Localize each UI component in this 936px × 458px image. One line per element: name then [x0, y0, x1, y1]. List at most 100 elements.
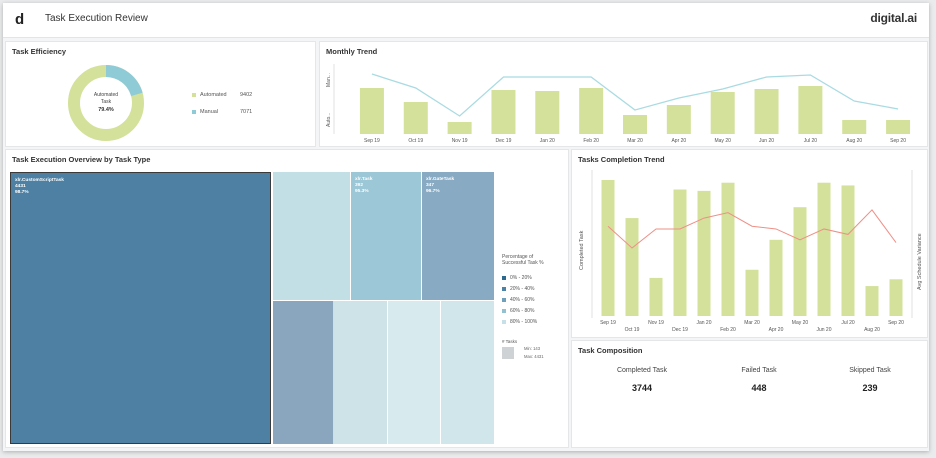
monthly-trend-title: Monthly Trend: [326, 47, 378, 56]
completion-trend-bar[interactable]: [841, 185, 855, 316]
completion-trend-bar[interactable]: [721, 182, 735, 316]
completion-trend-bar[interactable]: [889, 279, 903, 316]
monthly-trend-bar[interactable]: [447, 122, 472, 134]
legend-item-manual[interactable]: Manual 7071: [192, 109, 252, 115]
completion-trend-bar[interactable]: [649, 277, 663, 316]
legend-value-manual: 7071: [240, 109, 253, 115]
task-efficiency-donut[interactable]: Automated Task 79.4%: [61, 58, 151, 148]
monthly-trend-tick-label: Jul 20: [804, 138, 818, 144]
monthly-trend-tick-label: Sep 20: [890, 138, 906, 144]
completion-trend-tick-label: May 20: [792, 320, 809, 326]
completion-trend-bar[interactable]: [601, 180, 615, 316]
legend-swatch: [502, 297, 506, 302]
skipped-task-label: Skipped Task: [849, 367, 891, 374]
completion-trend-tick-label: Aug 20: [864, 327, 880, 333]
treemap-tile-light-e[interactable]: [441, 301, 494, 444]
treemap-legend-item[interactable]: 20% - 40%: [502, 283, 566, 294]
monthly-trend-bar[interactable]: [579, 88, 604, 134]
size-legend-min: Min: 143: [524, 346, 541, 351]
legend-swatch-manual: [192, 110, 196, 114]
treemap-tile-custom-script-label: xlr.CustomScriptTask 4431 98.7%: [15, 178, 64, 195]
treemap-tile-custom-script[interactable]: xlr.CustomScriptTask 4431 98.7%: [10, 172, 271, 444]
completion-trend-bar[interactable]: [745, 269, 759, 316]
completion-trend-bar[interactable]: [769, 239, 783, 316]
monthly-trend-tick-label: Apr 20: [671, 138, 686, 144]
completion-trend-bar[interactable]: [625, 218, 639, 316]
treemap-title: Task Execution Overview by Task Type: [12, 155, 151, 164]
treemap-size-legend-title: # Tasks: [502, 339, 518, 344]
task-efficiency-panel: Task Efficiency Automated Task 79.4% Aut…: [5, 41, 316, 147]
monthly-trend-bar[interactable]: [359, 88, 384, 134]
completion-trend-title: Tasks Completion Trend: [578, 155, 665, 164]
monthly-trend-panel: Monthly Trend Auto... Man... Sep 19 Oct 1…: [319, 41, 928, 147]
monthly-trend-tick-label: Oct 19: [408, 138, 423, 144]
monthly-trend-ylabel-bar: Auto...: [326, 113, 332, 127]
page-title: Task Execution Review: [45, 13, 148, 24]
composition-panel: Task Composition Completed Task 3744 Fai…: [571, 340, 928, 448]
completion-trend-tick-label: Jun 20: [816, 327, 831, 333]
legend-swatch: [502, 275, 506, 280]
treemap-legend-title-1: Percentage of: [502, 254, 534, 260]
treemap-tile-mid-a[interactable]: [273, 301, 333, 444]
treemap-legend-item[interactable]: 80% - 100%: [502, 316, 566, 327]
monthly-trend-chart[interactable]: Auto... Man... Sep 19 Oct 19 Nov 19 Dec 19 J…: [320, 42, 927, 146]
completion-trend-tick-label: Apr 20: [769, 327, 784, 333]
monthly-trend-tick-label: May 20: [714, 138, 731, 144]
completion-trend-bar[interactable]: [673, 189, 687, 316]
treemap-legend-item[interactable]: 0% - 20%: [502, 272, 566, 283]
completion-trend-chart[interactable]: Completed Task Avg Schedule Variance Sep…: [572, 150, 927, 337]
completion-trend-tick-label: Feb 20: [720, 327, 736, 333]
treemap-panel: Task Execution Overview by Task Type xlr…: [5, 149, 569, 448]
monthly-trend-bar[interactable]: [535, 91, 560, 134]
app-logo[interactable]: d: [15, 11, 25, 28]
treemap-tile-gate-task[interactable]: xlr.GateTask 347 96.7%: [422, 172, 494, 300]
monthly-trend-bar[interactable]: [623, 115, 647, 134]
completed-task-value: 3744: [631, 383, 653, 393]
dashboard: d Task Execution Review digital.ai Task …: [3, 3, 929, 451]
monthly-trend-bar[interactable]: [754, 89, 779, 134]
legend-swatch: [502, 319, 506, 324]
monthly-trend-bar[interactable]: [710, 92, 735, 134]
failed-task-value: 448: [751, 383, 767, 393]
monthly-trend-ylabel-line: Man...: [326, 73, 332, 87]
legend-item-automated[interactable]: Automated 9402: [192, 92, 252, 98]
donut-slice-manual[interactable]: [68, 65, 144, 141]
monthly-trend-tick-label: Jan 20: [540, 138, 555, 144]
monthly-trend-bar[interactable]: [886, 120, 911, 134]
failed-task-label: Failed Task: [741, 367, 777, 374]
legend-label-manual: Manual: [200, 109, 219, 115]
completion-trend-bar[interactable]: [793, 207, 807, 316]
monthly-trend-line-series[interactable]: [371, 73, 899, 117]
monthly-trend-bar[interactable]: [491, 90, 516, 134]
completion-trend-bar[interactable]: [817, 182, 831, 316]
legend-label-automated: Automated: [200, 92, 227, 98]
legend-value-automated: 9402: [240, 92, 253, 98]
monthly-trend-tick-label: Mar 20: [627, 138, 643, 144]
completion-trend-tick-label: Jan 20: [696, 320, 711, 326]
monthly-trend-bar[interactable]: [403, 102, 428, 134]
completion-trend-tick-label: Mar 20: [744, 320, 760, 326]
composition-title: Task Composition: [578, 346, 643, 355]
completed-task-label: Completed Task: [616, 367, 668, 374]
treemap-tile-light-a[interactable]: [273, 172, 350, 300]
treemap-size-legend: Min: 143 Max: 4431: [502, 346, 566, 362]
app-header: d Task Execution Review digital.ai: [3, 3, 929, 38]
monthly-trend-bar[interactable]: [842, 120, 867, 134]
treemap-tile-light-d[interactable]: [388, 301, 440, 444]
treemap-legend-item[interactable]: 60% - 80%: [502, 305, 566, 316]
monthly-trend-tick-label: Feb 20: [583, 138, 599, 144]
completion-trend-bar[interactable]: [697, 190, 711, 316]
monthly-trend-bar[interactable]: [798, 86, 823, 134]
treemap-tile-xlr-task[interactable]: xlr.Task 392 95.3%: [351, 172, 421, 300]
completion-trend-bar[interactable]: [865, 286, 879, 316]
legend-swatch: [502, 308, 506, 313]
monthly-trend-tick-label: Dec 19: [496, 138, 512, 144]
completion-trend-panel: Tasks Completion Trend Completed Task Av…: [571, 149, 928, 338]
treemap-legend-item[interactable]: 40% - 60%: [502, 294, 566, 305]
monthly-trend-tick-label: Sep 19: [364, 138, 380, 144]
treemap-tile-light-c[interactable]: [334, 301, 387, 444]
monthly-trend-bar[interactable]: [666, 105, 691, 134]
donut-center-line1: Automated: [94, 92, 118, 98]
completion-trend-variance-line[interactable]: [607, 209, 897, 249]
treemap-tile-gate-task-label: xlr.GateTask 347 96.7%: [426, 177, 455, 194]
